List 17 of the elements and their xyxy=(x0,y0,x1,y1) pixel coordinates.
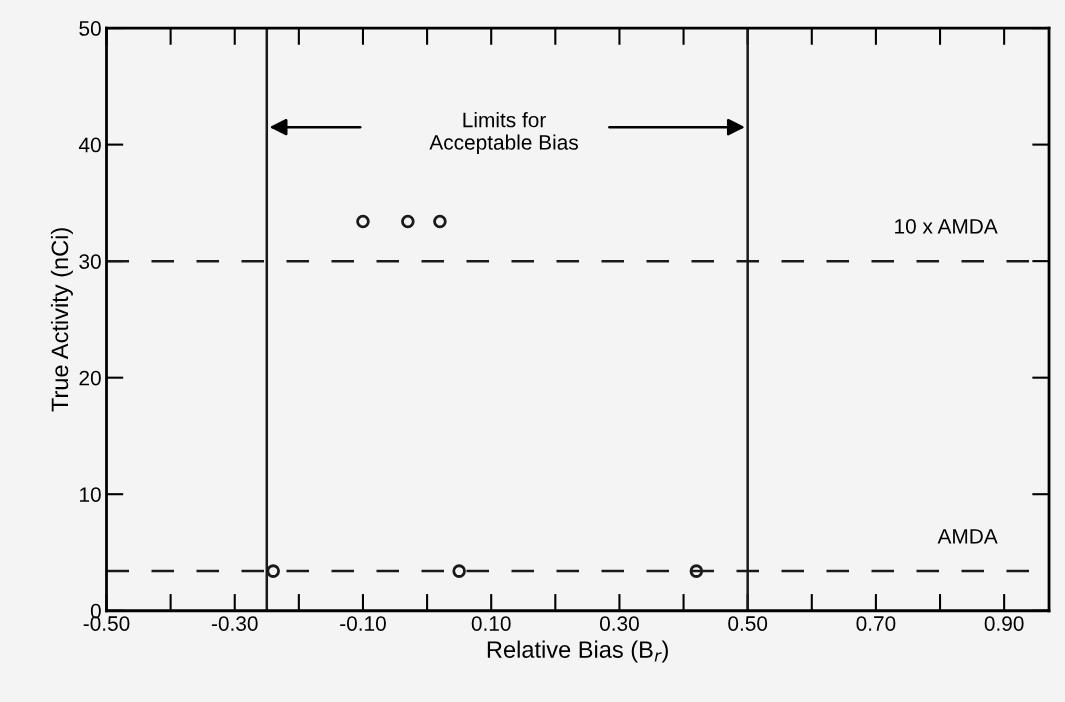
ref-line-label: 10 x AMDA xyxy=(895,218,998,234)
x-tick-label: -0.10 xyxy=(340,616,386,631)
y-tick-label: 50 xyxy=(79,21,101,36)
x-axis-title: Relative Bias (B$_{r}$) xyxy=(487,640,668,663)
x-tick-label: 0.30 xyxy=(599,616,639,631)
annotation: Limits for Acceptable Bias xyxy=(429,112,578,154)
x-tick-label: 0.90 xyxy=(984,616,1024,631)
y-axis-title: True Activity (nCi) xyxy=(50,228,73,412)
y-tick-label: 40 xyxy=(78,137,101,153)
y-tick-label: 10 xyxy=(80,487,101,502)
x-tick-label: 0.70 xyxy=(856,616,896,631)
x-tick-label: 0.10 xyxy=(471,616,511,631)
ref-line-label: AMDA xyxy=(937,529,998,544)
x-tick-label: -0.30 xyxy=(211,616,258,631)
y-tick-label: 30 xyxy=(79,254,101,269)
x-tick-label: 0.50 xyxy=(728,616,768,631)
y-tick-label: 20 xyxy=(79,370,101,386)
